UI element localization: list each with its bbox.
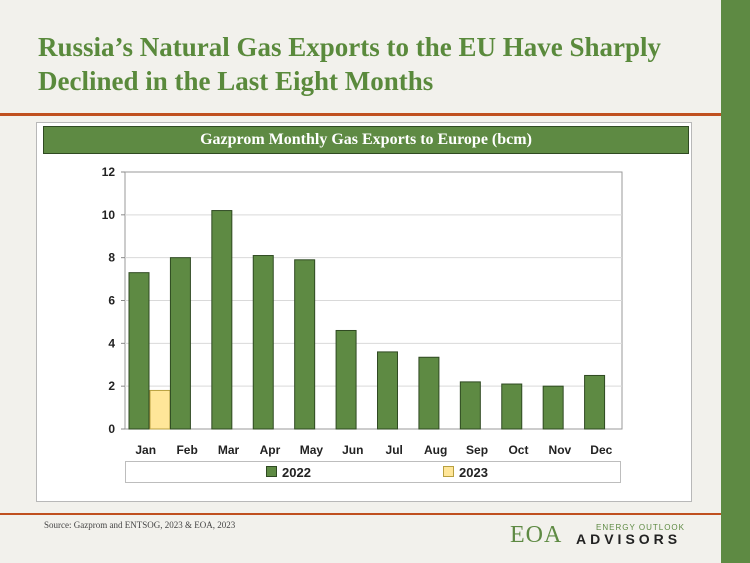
source-note: Source: Gazprom and ENTSOG, 2023 & EOA, …: [44, 520, 236, 530]
x-tick-label: Aug: [424, 443, 447, 457]
x-tick-label: Jul: [386, 443, 403, 457]
y-tick-label: 8: [108, 251, 115, 265]
legend-label-2022: 2022: [282, 465, 311, 480]
bar-2022-aug: [418, 356, 440, 430]
y-tick-label: 0: [108, 422, 115, 436]
y-tick-label: 10: [102, 208, 116, 222]
bar-2023-jan: [149, 389, 171, 430]
page-headline: Russia’s Natural Gas Exports to the EU H…: [38, 32, 662, 96]
x-tick-label: Mar: [218, 443, 240, 457]
x-tick-label: Oct: [508, 443, 528, 457]
x-tick-label: Sep: [466, 443, 488, 457]
x-tick-label: Apr: [260, 443, 281, 457]
bar-2022-dec: [584, 374, 606, 430]
chart-legend: 2022 2023: [125, 461, 621, 483]
bar-2022-oct: [501, 383, 523, 430]
bar-2022-sep: [459, 381, 481, 430]
x-tick-label: May: [300, 443, 324, 457]
legend-swatch-2022: [266, 466, 277, 477]
x-tick-label: Dec: [590, 443, 612, 457]
y-tick-label: 2: [108, 379, 115, 393]
chart-title: Gazprom Monthly Gas Exports to Europe (b…: [43, 126, 689, 154]
y-tick-label: 12: [102, 165, 116, 179]
bar-2022-feb: [169, 257, 191, 430]
bar-2022-mar: [211, 210, 233, 430]
y-tick-label: 6: [108, 294, 115, 308]
legend-swatch-2023: [443, 466, 454, 477]
logo-main-text: EOA: [510, 522, 563, 548]
bar-2022-jul: [377, 351, 398, 430]
logo-bottom-text: ADVISORS: [576, 531, 682, 547]
bar-2022-apr: [252, 255, 274, 430]
legend-item-2022: 2022: [266, 465, 311, 480]
x-tick-label: Jan: [135, 443, 156, 457]
bar-2022-may: [294, 259, 316, 430]
bar-2022-jan: [128, 272, 150, 430]
bar-2022-nov: [542, 385, 564, 430]
bottom-divider: [0, 513, 721, 515]
eoa-logo: EOA ENERGY OUTLOOK ADVISORS: [510, 522, 720, 548]
top-divider: [0, 113, 721, 116]
x-tick-label: Nov: [549, 443, 572, 457]
x-tick-label: Jun: [342, 443, 363, 457]
legend-label-2023: 2023: [459, 465, 488, 480]
right-accent-bar: [721, 0, 750, 563]
x-tick-label: Feb: [176, 443, 197, 457]
legend-item-2023: 2023: [443, 465, 488, 480]
y-tick-label: 4: [108, 336, 115, 350]
bar-2022-jun: [335, 329, 357, 430]
logo-top-text: ENERGY OUTLOOK: [596, 523, 685, 532]
